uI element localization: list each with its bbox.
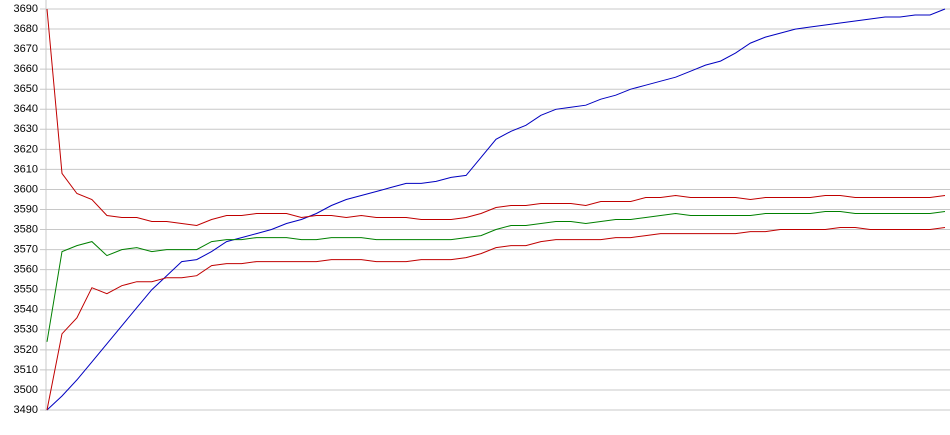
y-tick-label: 3500: [14, 384, 38, 396]
series-line: [46, 8, 946, 227]
series-line: [46, 211, 946, 342]
y-tick-label: 3690: [14, 3, 38, 15]
y-tick-label: 3610: [14, 163, 38, 175]
series-line: [46, 227, 946, 411]
y-tick-label: 3560: [14, 264, 38, 276]
y-tick-label: 3520: [14, 344, 38, 356]
y-tick-label: 3670: [14, 43, 38, 55]
y-tick-label: 3630: [14, 123, 38, 135]
y-tick-label: 3590: [14, 203, 38, 215]
y-tick-label: 3660: [14, 63, 38, 75]
y-tick-label: 3680: [14, 23, 38, 35]
y-tick-label: 3530: [14, 324, 38, 336]
y-tick-label: 3640: [14, 103, 38, 115]
y-tick-label: 3600: [14, 183, 38, 195]
y-tick-label: 3570: [14, 244, 38, 256]
series-line: [46, 8, 946, 411]
y-tick-label: 3540: [14, 304, 38, 316]
y-tick-label: 3620: [14, 143, 38, 155]
y-tick-label: 3510: [14, 364, 38, 376]
y-tick-label: 3490: [14, 404, 38, 416]
y-tick-label: 3580: [14, 223, 38, 235]
y-tick-label: 3550: [14, 284, 38, 296]
y-tick-label: 3650: [14, 83, 38, 95]
